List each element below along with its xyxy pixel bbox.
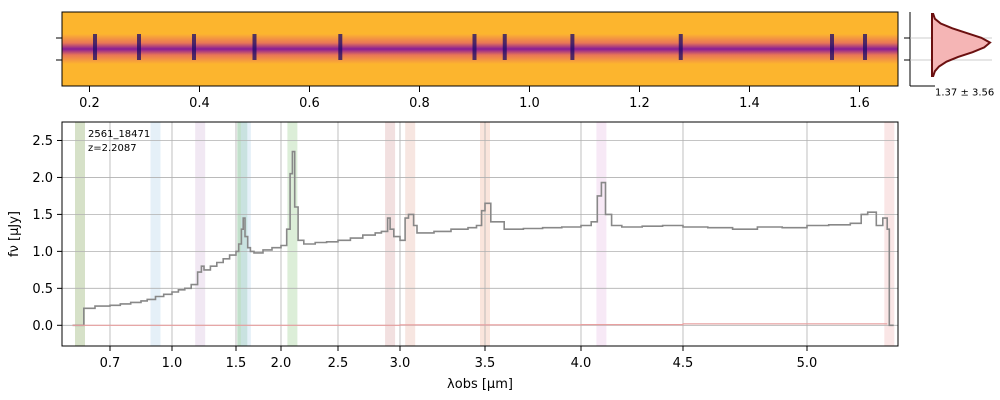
- y-tick-label: 1.5: [32, 208, 53, 223]
- y-tick-label: 2.5: [32, 134, 53, 149]
- x-tick-label: 4.0: [571, 356, 592, 371]
- spectrum-2d-emission-feature: [570, 34, 575, 60]
- spectrum-2d-emission-feature: [472, 34, 477, 60]
- x-tick-label: 1.0: [162, 356, 183, 371]
- spectrum-2d-emission-feature: [338, 34, 343, 60]
- histogram-curve: [931, 13, 992, 77]
- spectrum-2d-xtick-label: 0.4: [189, 96, 210, 111]
- spectrum-2d-xtick-label: 0.6: [299, 96, 320, 111]
- spectrum-2d-xtick-label: 1.2: [629, 96, 650, 111]
- object-id-label: 2561_18471: [88, 129, 150, 140]
- spectrum-2d-emission-feature: [863, 34, 867, 60]
- spectrum-1d-panel: 0.0 0.5 1.0 1.5 2.0 2.5 0.7 1.0 1.5 2.0 2.5 3.0 3.5…: [7, 121, 899, 392]
- histogram-annotation: 1.37 ± 3.56: [935, 87, 994, 98]
- error-series-line: [72, 323, 888, 326]
- emission-line-band: [385, 122, 396, 346]
- flux-series-line: [72, 150, 894, 327]
- x-tick-label: 2.5: [328, 356, 349, 371]
- x-axis-label: λobs [μm]: [447, 377, 513, 392]
- emission-line-band: [195, 122, 206, 346]
- spectrum-2d-emission-feature: [252, 34, 257, 60]
- emission-line-band: [596, 122, 607, 346]
- spectrum-2d-xtick-label: 1.6: [849, 96, 870, 111]
- spectrum-2d-emission-feature: [93, 34, 97, 60]
- spectrum-2d-emission-feature: [678, 34, 683, 60]
- spectrum-2d-emission-feature: [192, 34, 196, 60]
- spectrum-2d-emission-feature: [502, 34, 507, 60]
- emission-line-band: [405, 122, 416, 346]
- x-tick-label: 0.7: [100, 356, 121, 371]
- x-tick-label: 3.0: [390, 356, 411, 371]
- spectrum-2d-xtick-label: 1.4: [739, 96, 760, 111]
- emission-line-band: [150, 122, 161, 346]
- spectrum-2d-xtick-label: 1.0: [519, 96, 540, 111]
- x-tick-label: 1.5: [226, 356, 247, 371]
- x-tick-label: 3.5: [475, 356, 496, 371]
- emission-line-band: [75, 122, 85, 346]
- x-tick-label: 5.0: [797, 356, 818, 371]
- emission-line-band: [240, 122, 251, 346]
- spectrum-2d-emission-feature: [830, 34, 834, 60]
- spectrum-2d-xtick-label: 0.8: [409, 96, 430, 111]
- redshift-label: z=2.2087: [88, 143, 137, 154]
- emission-line-band: [287, 122, 298, 346]
- spectrum-2d-xtick-label: 0.2: [79, 96, 100, 111]
- spectrum-2d-emission-feature: [137, 34, 141, 60]
- spectrum-2d-panel: 0.2 0.4 0.6 0.8 1.0 1.2 1.4 1.6: [56, 11, 899, 111]
- y-tick-label: 1.0: [32, 245, 53, 260]
- y-axis-label: fν [μJy]: [7, 211, 22, 257]
- y-tick-label: 0.5: [32, 282, 53, 297]
- x-tick-label: 4.5: [673, 356, 694, 371]
- y-tick-label: 2.0: [32, 171, 53, 186]
- y-tick-label: 0.0: [32, 319, 53, 334]
- x-tick-label: 2.0: [271, 356, 292, 371]
- histogram-panel: 1.37 ± 3.56: [904, 12, 994, 98]
